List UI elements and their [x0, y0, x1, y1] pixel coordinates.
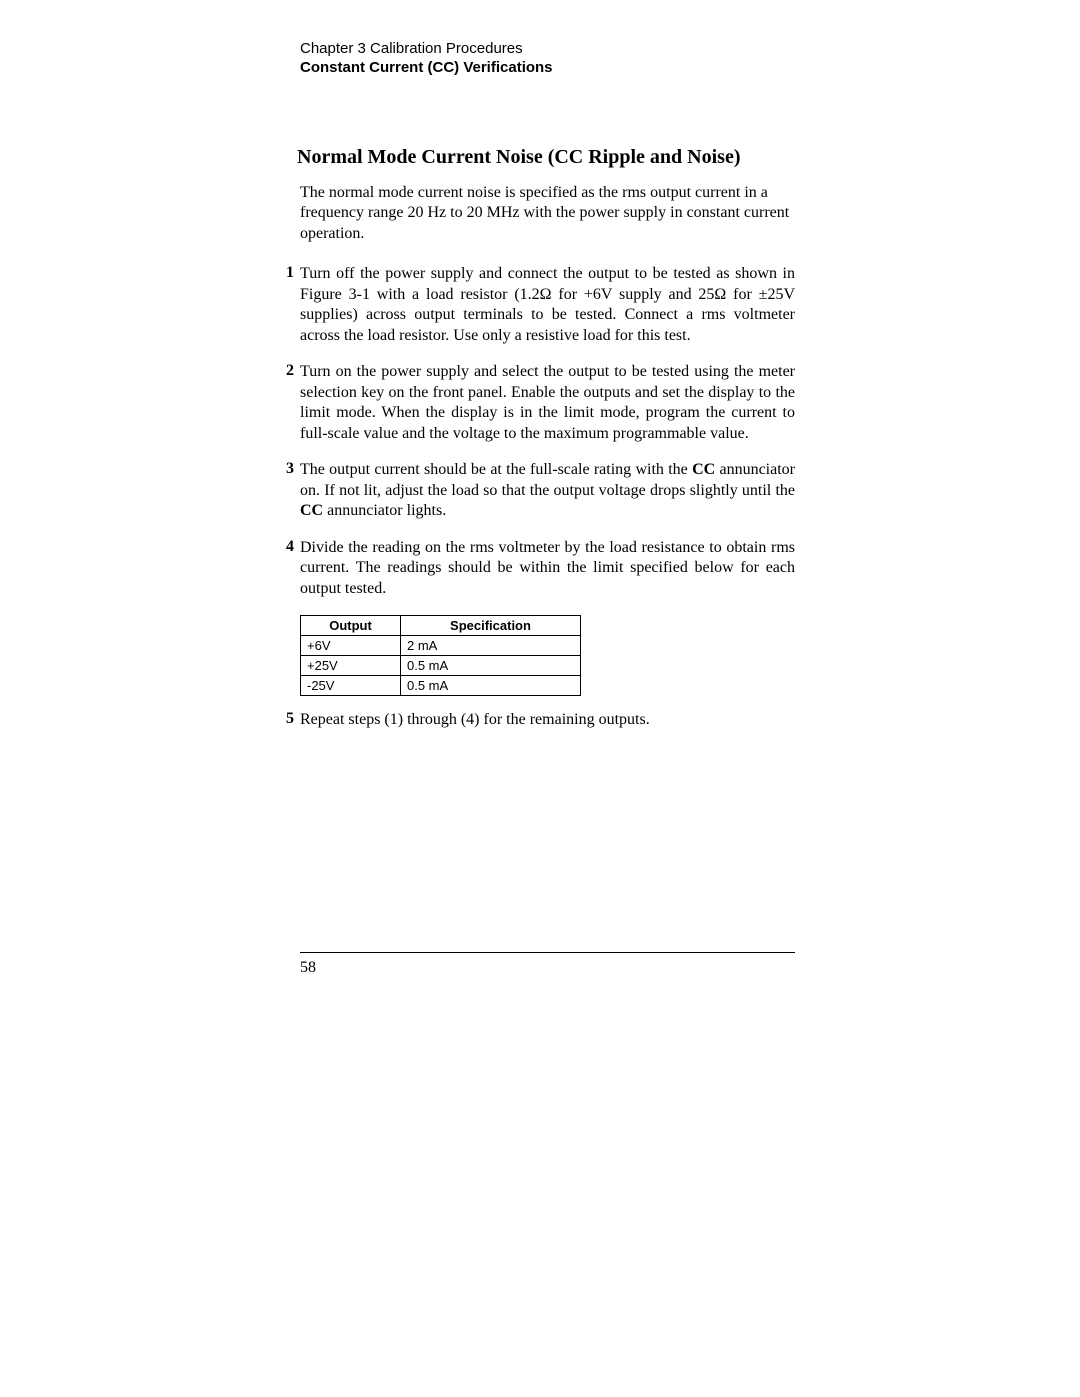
cell-output: +25V: [301, 655, 401, 675]
step-text: The output current should be at the full…: [300, 460, 795, 521]
cc-label: CC: [300, 502, 323, 519]
page-title: Normal Mode Current Noise (CC Ripple and…: [297, 146, 795, 169]
cc-label: CC: [692, 461, 715, 478]
step-text-part: The output current should be at the full…: [300, 461, 692, 478]
step-number: 3: [282, 460, 300, 521]
intro-paragraph: The normal mode current noise is specifi…: [300, 183, 795, 244]
cell-output: -25V: [301, 675, 401, 695]
step-number: 1: [282, 264, 300, 346]
step-number: 4: [282, 538, 300, 599]
step-5: 5 Repeat steps (1) through (4) for the r…: [300, 710, 795, 730]
spec-table: Output Specification +6V 2 mA +25V 0.5 m…: [300, 615, 581, 696]
step-number: 2: [282, 362, 300, 444]
page-footer: 58: [300, 952, 795, 977]
table-row: +25V 0.5 mA: [301, 655, 581, 675]
cell-spec: 2 mA: [401, 635, 581, 655]
footer-rule: [300, 952, 795, 953]
step-2: 2 Turn on the power supply and select th…: [300, 362, 795, 444]
step-3: 3 The output current should be at the fu…: [300, 460, 795, 521]
table-row: -25V 0.5 mA: [301, 675, 581, 695]
cell-output: +6V: [301, 635, 401, 655]
table-row: +6V 2 mA: [301, 635, 581, 655]
cell-spec: 0.5 mA: [401, 655, 581, 675]
step-text: Divide the reading on the rms voltmeter …: [300, 538, 795, 599]
step-number: 5: [282, 710, 300, 730]
col-header-spec: Specification: [401, 615, 581, 635]
header-section: Constant Current (CC) Verifications: [300, 59, 795, 76]
step-text: Repeat steps (1) through (4) for the rem…: [300, 710, 650, 730]
step-text-part: annunciator lights.: [323, 502, 446, 519]
cell-spec: 0.5 mA: [401, 675, 581, 695]
header-chapter: Chapter 3 Calibration Procedures: [300, 40, 795, 57]
table-header-row: Output Specification: [301, 615, 581, 635]
step-text: Turn on the power supply and select the …: [300, 362, 795, 444]
step-text: Turn off the power supply and connect th…: [300, 264, 795, 346]
step-1: 1 Turn off the power supply and connect …: [300, 264, 795, 346]
step-4: 4 Divide the reading on the rms voltmete…: [300, 538, 795, 599]
col-header-output: Output: [301, 615, 401, 635]
page-number: 58: [300, 959, 795, 977]
